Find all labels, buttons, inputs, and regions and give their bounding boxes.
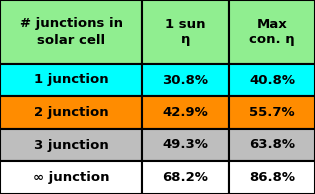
Bar [229,96,315,129]
Bar [142,0,229,64]
Bar [229,129,315,161]
Bar [229,0,315,64]
Text: 55.7%: 55.7% [249,106,295,119]
Bar [0,0,142,64]
Text: 1 junction: 1 junction [34,74,108,87]
Bar [142,161,229,194]
Bar [229,64,315,96]
Bar [0,64,142,96]
Text: ∞ junction: ∞ junction [33,171,109,184]
Text: # junctions in
solar cell: # junctions in solar cell [20,17,123,47]
Bar [142,129,229,161]
Text: Max
con. η: Max con. η [249,17,295,47]
Bar [229,161,315,194]
Text: 2 junction: 2 junction [34,106,108,119]
Text: 1 sun
η: 1 sun η [165,17,206,47]
Text: 68.2%: 68.2% [163,171,209,184]
Text: 49.3%: 49.3% [163,139,209,152]
Text: 63.8%: 63.8% [249,139,295,152]
Bar [142,64,229,96]
Text: 86.8%: 86.8% [249,171,295,184]
Text: 40.8%: 40.8% [249,74,295,87]
Text: 42.9%: 42.9% [163,106,209,119]
Text: 3 junction: 3 junction [34,139,108,152]
Bar [0,161,142,194]
Bar [0,129,142,161]
Bar [0,96,142,129]
Bar [142,96,229,129]
Text: 30.8%: 30.8% [163,74,209,87]
